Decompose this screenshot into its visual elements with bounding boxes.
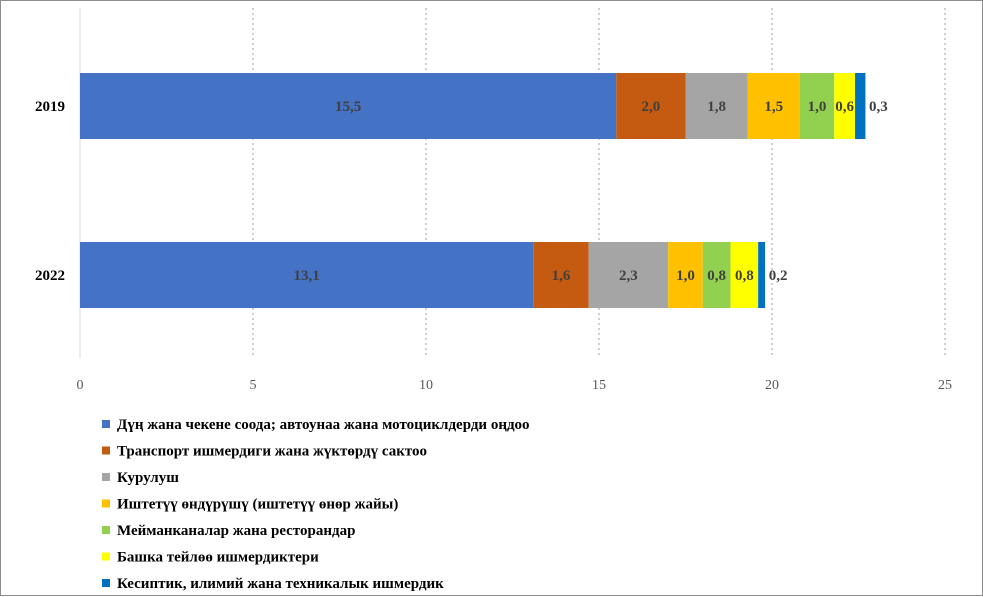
data-label: 0,2 [769,268,788,284]
x-tick-label: 5 [250,378,257,393]
data-label: 0,6 [835,99,854,115]
bar-segment [80,73,617,139]
legend-swatch [102,473,110,481]
x-tick-label: 25 [938,378,952,393]
data-label: 13,1 [294,268,320,284]
bar-segment [702,242,731,308]
bar-segment [747,73,800,139]
legend-entry: Башка тейлөө ишмердиктери [117,550,319,566]
bar-segment [588,242,669,308]
data-labels: 15,5 2,0 1,8 1,5 1,0 0,6 0,3 13,1 1,6 2,3 1,0 0,8 0,… [294,99,888,284]
legend-swatch [102,499,110,508]
value-axis: 0 5 10 15 20 25 [77,378,953,393]
bars [80,73,866,308]
bar-segment [80,242,534,308]
bar-segment [730,242,759,308]
bar-segment [758,242,766,308]
category-axis: 2019 2022 [35,99,65,284]
legend-entry: Кесиптик, илимий жана техникалык ишмерди… [117,576,444,592]
legend-swatch [102,420,110,428]
data-label: 2,3 [619,268,638,284]
data-label: 0,8 [707,268,726,284]
data-label: 1,0 [808,99,827,115]
legend-swatch [102,579,110,587]
bar-segment [834,73,856,139]
data-label: 0,8 [735,268,754,284]
legend-swatch [102,526,110,534]
data-label: 1,8 [707,99,726,115]
x-tick-label: 20 [765,378,779,393]
bar-segment [685,73,748,139]
x-tick-label: 0 [77,378,84,393]
legend-entry: Курулуш [117,470,179,486]
legend-swatch [102,446,110,455]
legend-swatch [102,552,110,561]
bar-segment [616,73,686,139]
bar-segment [799,73,835,139]
legend: Дүң жана чекене соода; автоунаа жана мот… [102,417,530,592]
category-label: 2022 [35,268,65,284]
bar-segment [533,242,589,308]
legend-entry: Мейманканалар жана ресторандар [117,523,355,539]
x-tick-label: 10 [419,378,433,393]
data-label: 1,6 [552,268,571,284]
legend-entry: Транспорт ишмердиги жана жүктөрдү сактоо [117,444,427,460]
bar-segment [668,242,703,308]
category-label: 2019 [35,99,65,115]
data-label: 1,5 [764,99,783,115]
data-label: 2,0 [642,99,661,115]
bar-segment [855,73,866,139]
data-label: 1,0 [676,268,695,284]
legend-entry: Дүң жана чекене соода; автоунаа жана мот… [117,417,530,433]
legend-entry: Иштетүү өндүрүшү (иштетүү өнөр жайы) [117,497,398,513]
x-tick-label: 15 [592,378,606,393]
data-label: 0,3 [869,99,888,115]
data-label: 15,5 [335,99,361,115]
